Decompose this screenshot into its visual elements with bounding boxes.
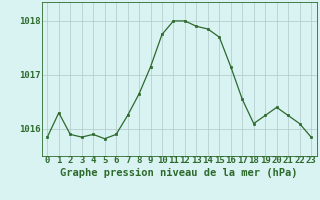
X-axis label: Graphe pression niveau de la mer (hPa): Graphe pression niveau de la mer (hPa) [60, 168, 298, 178]
